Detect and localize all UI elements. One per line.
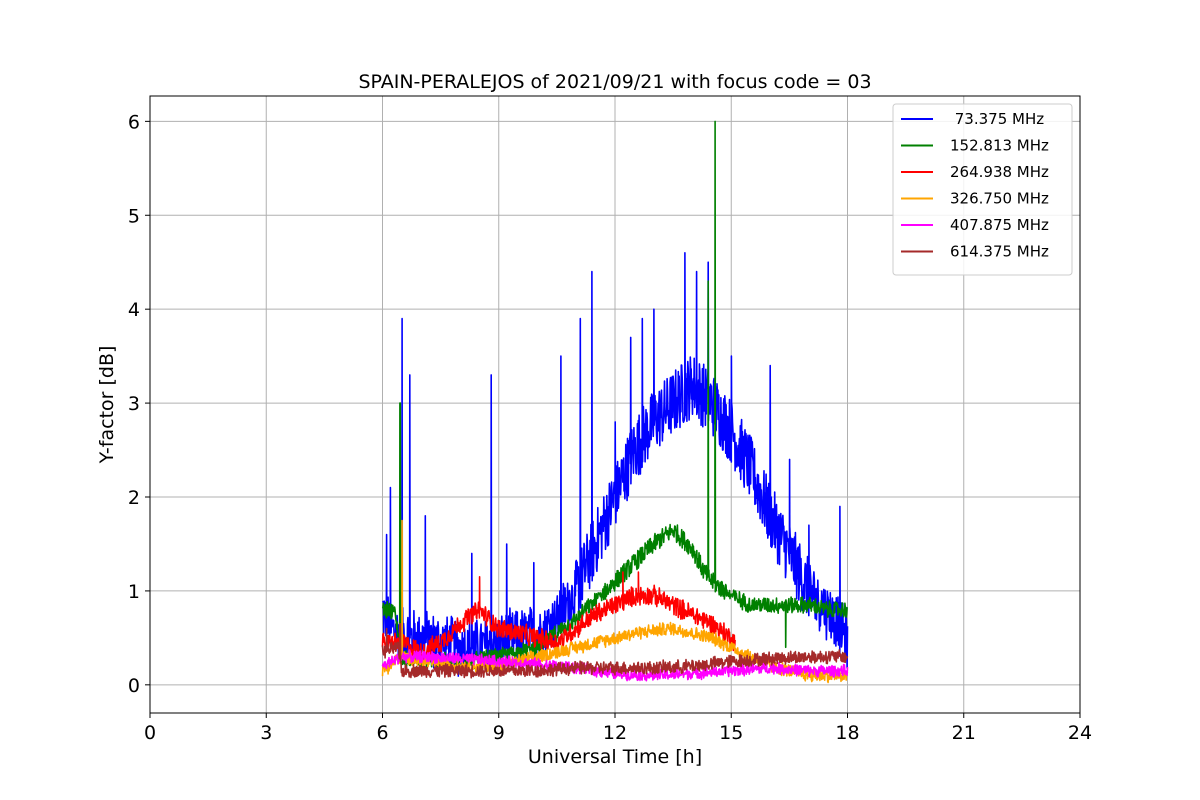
x-tick-label: 21 bbox=[952, 722, 976, 744]
x-tick-label: 0 bbox=[144, 722, 156, 744]
x-tick-label: 3 bbox=[260, 722, 272, 744]
y-tick-label: 6 bbox=[128, 111, 140, 133]
series-line bbox=[381, 571, 736, 662]
legend-label: 73.375 MHz bbox=[950, 110, 1044, 128]
y-axis-label: Y-factor [dB] bbox=[96, 346, 118, 465]
legend-label: 326.750 MHz bbox=[950, 190, 1049, 208]
series-line bbox=[382, 252, 849, 677]
y-axis: 0 1 2 3 4 5 6 bbox=[128, 111, 150, 697]
legend-label: 407.875 MHz bbox=[950, 216, 1049, 234]
legend-box bbox=[892, 103, 1073, 276]
x-tick-label: 12 bbox=[603, 722, 627, 744]
x-tick-label: 15 bbox=[719, 722, 743, 744]
y-tick-label: 0 bbox=[128, 675, 140, 697]
y-tick-label: 3 bbox=[128, 393, 140, 415]
series-line bbox=[381, 623, 849, 679]
x-tick-label: 9 bbox=[493, 722, 505, 744]
legend-label: 264.938 MHz bbox=[950, 163, 1049, 181]
x-axis-label: Universal Time [h] bbox=[528, 746, 702, 768]
x-tick-label: 18 bbox=[835, 722, 859, 744]
x-tick-label: 6 bbox=[376, 722, 388, 744]
x-axis: 0 3 6 9 12 15 18 21 24 bbox=[144, 713, 1092, 744]
chart-title: SPAIN-PERALEJOS of 2021/09/21 with focus… bbox=[358, 71, 871, 93]
legend-label: 152.813 MHz bbox=[950, 137, 1049, 155]
plot-area bbox=[381, 120, 849, 684]
x-tick-label: 24 bbox=[1068, 722, 1092, 744]
y-tick-label: 4 bbox=[128, 299, 140, 321]
y-tick-label: 2 bbox=[128, 487, 140, 509]
legend-label: 614.375 MHz bbox=[950, 243, 1049, 261]
y-tick-label: 5 bbox=[128, 205, 140, 227]
y-tick-label: 1 bbox=[128, 581, 140, 603]
legend: 73.375 MHz 152.813 MHz 264.938 MHz 326.750 … bbox=[892, 103, 1073, 276]
series-line bbox=[381, 649, 849, 682]
